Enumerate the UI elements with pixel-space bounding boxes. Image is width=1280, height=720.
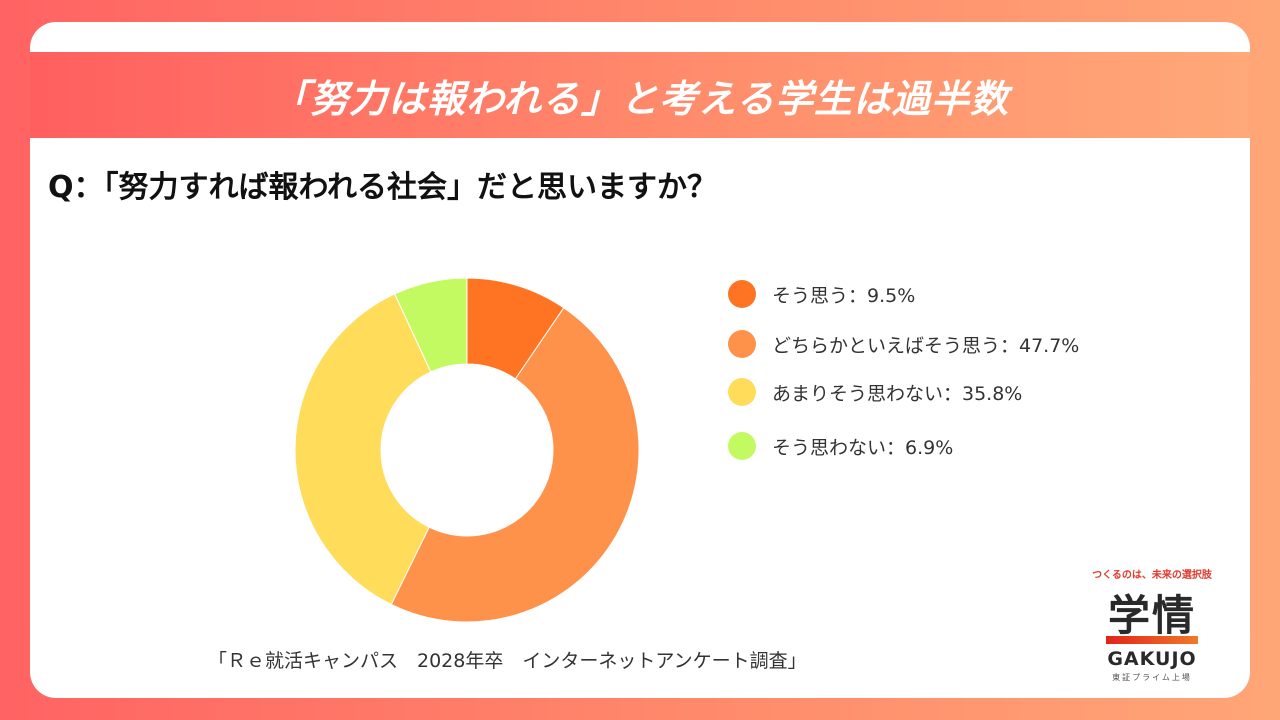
content-card: 「努力は報われる」と考える学生は過半数 Q：「努力すれば報われる社会」だと思いま… — [30, 22, 1250, 698]
title-banner: 「努力は報われる」と考える学生は過半数 — [30, 52, 1250, 138]
logo-english: GAKUJO — [1107, 648, 1197, 670]
logo-accent-bar — [1106, 636, 1198, 644]
legend-label: どちらかといえばそう思う：47.7% — [772, 334, 1080, 357]
legend-label: あまりそう思わない：35.8% — [772, 382, 1023, 405]
slice-somewhat-agree — [390, 307, 640, 622]
legend-swatch — [728, 280, 756, 308]
slice-somewhat-disagree — [294, 293, 432, 606]
banner-title: 「努力は報われる」と考える学生は過半数 — [271, 76, 1009, 121]
logo-tagline: つくるのは、未来の選択肢 — [1092, 570, 1212, 581]
gakujo-logo: つくるのは、未来の選択肢 学情 GAKUJO 東証プライム上場 — [1082, 562, 1222, 692]
logo-kanji: 学情 — [1107, 591, 1196, 640]
question-text: Q：「努力すれば報われる社会」だと思いますか？ — [48, 170, 718, 205]
legend-swatch — [728, 330, 756, 358]
slice-disagree — [394, 277, 468, 373]
donut-chart — [294, 277, 640, 622]
legend-label: そう思う：9.5% — [772, 284, 916, 307]
legend-label: そう思わない：6.9% — [772, 436, 954, 459]
legend-item-somewhat-disagree: あまりそう思わない：35.8% — [728, 378, 1022, 406]
legend-item-disagree: そう思わない：6.9% — [728, 432, 953, 460]
logo-listing: 東証プライム上場 — [1112, 673, 1192, 682]
legend-swatch — [728, 432, 756, 460]
source-footnote: 「Ｒｅ就活キャンパス 2028年卒 インターネットアンケート調査」 — [208, 650, 807, 672]
legend-item-somewhat-agree: どちらかといえばそう思う：47.7% — [728, 330, 1079, 358]
legend-item-strongly-agree: そう思う：9.5% — [728, 280, 915, 308]
legend-swatch — [728, 378, 756, 406]
